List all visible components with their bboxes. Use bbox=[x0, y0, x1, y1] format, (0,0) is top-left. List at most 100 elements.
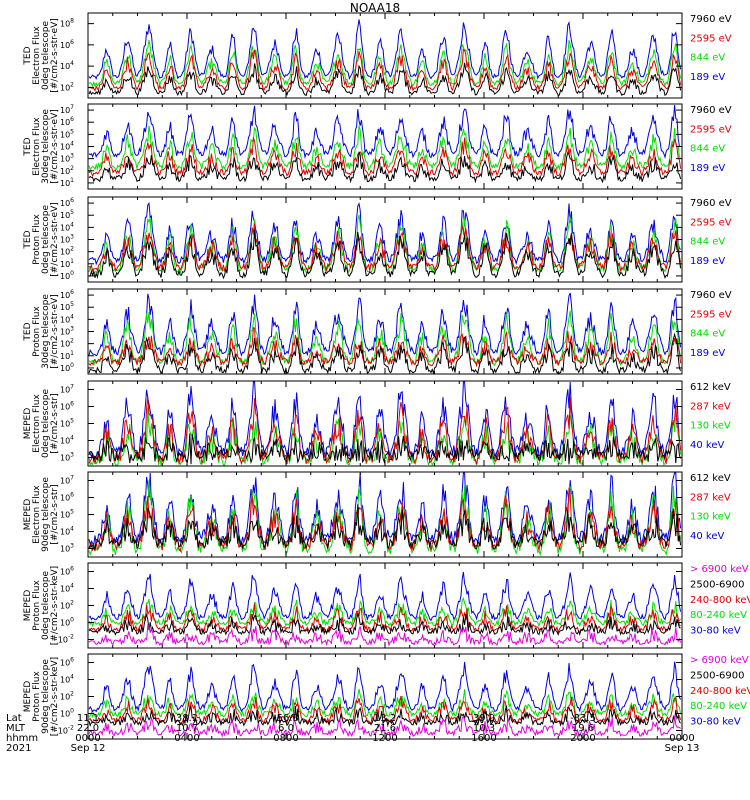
legend-entry: 189 eV bbox=[690, 348, 725, 359]
y-axis-label: [#/cm2-s-str-eV] bbox=[50, 294, 60, 369]
legend-entry: 30-80 keV bbox=[690, 717, 741, 728]
series-line-80-240-kev bbox=[88, 688, 682, 719]
y-tick-label: 101 bbox=[60, 177, 74, 188]
series-line-287-kev bbox=[88, 396, 682, 466]
legend-entry: 40 keV bbox=[690, 531, 724, 542]
y-axis-label: MEPED bbox=[23, 499, 33, 531]
y-tick-label: 104 bbox=[60, 435, 74, 446]
y-axis-label: MEPED bbox=[23, 590, 33, 622]
y-tick-label: 100 bbox=[60, 270, 74, 281]
y-axis-label: [#/cm2-s-str-eV] bbox=[50, 202, 60, 277]
y-tick-label: 100 bbox=[60, 708, 74, 719]
legend-entry: 612 keV bbox=[690, 382, 731, 393]
series-line-7960-ev bbox=[88, 332, 682, 375]
panel-frame bbox=[87, 12, 683, 99]
series-line-189-ev bbox=[88, 104, 681, 159]
x-axis-value: 1600 bbox=[471, 733, 496, 744]
y-tick-label: 104 bbox=[60, 583, 74, 594]
y-axis-label: 0deg telescope bbox=[41, 389, 51, 459]
series-line-80-240-kev bbox=[88, 597, 682, 628]
y-axis-label: 30deg telescope bbox=[41, 294, 51, 369]
y-tick-label: 105 bbox=[60, 301, 74, 312]
legend-entry: 2500-6900 bbox=[690, 579, 745, 590]
series-line-7960-ev bbox=[88, 151, 682, 184]
y-tick-label: 106 bbox=[60, 197, 74, 208]
y-axis-label: TED bbox=[23, 137, 33, 156]
y-tick-label: 100 bbox=[60, 362, 74, 373]
x-axis-row-label: Lat bbox=[6, 713, 22, 724]
series-line-30-80-kev bbox=[88, 661, 682, 713]
y-tick-label: 104 bbox=[60, 60, 74, 71]
series-line-844-ev bbox=[88, 125, 682, 172]
y-tick-label: 106 bbox=[60, 492, 74, 503]
legend-entry: 240-800 keV bbox=[690, 686, 750, 697]
y-tick-label: 107 bbox=[60, 475, 74, 486]
legend-entry: 130 keV bbox=[690, 421, 731, 432]
y-tick-label: 102 bbox=[60, 246, 74, 257]
series-line-2500-6900 bbox=[88, 704, 681, 728]
legend-entry: 130 keV bbox=[690, 512, 731, 523]
y-tick-label: 101 bbox=[60, 350, 74, 361]
series-line-612-kev bbox=[88, 504, 682, 552]
legend-entry: 844 eV bbox=[690, 237, 725, 248]
legend-entry: 189 eV bbox=[690, 72, 725, 83]
legend-entry: 844 eV bbox=[690, 144, 725, 155]
legend-entry: 844 eV bbox=[690, 53, 725, 64]
y-tick-label: 10-2 bbox=[58, 725, 74, 736]
series-line-30-80-kev bbox=[88, 571, 682, 622]
x-axis-value: 38.1 bbox=[176, 713, 198, 724]
legend-entry: > 6900 keV bbox=[690, 564, 749, 575]
y-tick-label: 104 bbox=[60, 141, 74, 152]
series-line--6900-kev bbox=[88, 715, 681, 738]
y-tick-label: 105 bbox=[60, 128, 74, 139]
legend-entry: 80-240 keV bbox=[690, 701, 747, 712]
y-tick-label: 104 bbox=[60, 221, 74, 232]
legend-entry: 7960 eV bbox=[690, 198, 732, 209]
y-tick-label: 106 bbox=[60, 289, 74, 300]
y-tick-label: 10-2 bbox=[58, 634, 74, 645]
x-axis-value: Sep 12 bbox=[71, 743, 106, 754]
x-axis-value: 0000 bbox=[75, 733, 100, 744]
legend-entry: 612 keV bbox=[690, 473, 731, 484]
y-axis-label: TED bbox=[23, 322, 33, 341]
x-axis-value: 1200 bbox=[372, 733, 397, 744]
series-line--6900-kev bbox=[88, 624, 682, 647]
y-tick-label: 106 bbox=[60, 657, 74, 668]
series-line-7960-ev bbox=[88, 229, 682, 280]
series-line-240-800-kev bbox=[88, 695, 682, 725]
legend-entry: 2595 eV bbox=[690, 217, 732, 228]
y-axis-label: 0deg telescope bbox=[41, 21, 51, 91]
y-tick-label: 105 bbox=[60, 418, 74, 429]
y-tick-label: 102 bbox=[60, 338, 74, 349]
y-axis-label: TED bbox=[23, 230, 33, 249]
x-axis-value: 11.1 bbox=[77, 713, 99, 724]
panel-frame bbox=[87, 471, 683, 558]
series-line-612-kev bbox=[88, 433, 682, 465]
y-tick-label: 102 bbox=[60, 691, 74, 702]
series-line-40-kev bbox=[88, 381, 682, 460]
y-tick-label: 107 bbox=[60, 104, 74, 115]
series-line-2595-ev bbox=[88, 48, 682, 92]
y-axis-label: [#/cm2-s-str-keV] bbox=[50, 657, 60, 736]
x-axis-value: -83.5 bbox=[570, 713, 596, 724]
y-axis-label: [#/cm2-s-str] bbox=[50, 393, 60, 453]
series-line-844-ev bbox=[88, 39, 682, 88]
y-axis-label: Electron Flux bbox=[32, 26, 42, 85]
x-axis-value: 39.9 bbox=[473, 713, 495, 724]
y-axis-label: 0deg telescope bbox=[41, 205, 51, 275]
y-axis-label: [#/cm2-s-str-keV] bbox=[50, 566, 60, 645]
series-line-189-ev bbox=[88, 201, 681, 266]
y-tick-label: 104 bbox=[60, 313, 74, 324]
legend-entry: 7960 eV bbox=[690, 290, 732, 301]
x-axis-value: 22.0 bbox=[77, 723, 99, 734]
y-tick-label: 106 bbox=[60, 566, 74, 577]
series-line-189-ev bbox=[88, 19, 682, 80]
y-tick-label: 106 bbox=[60, 116, 74, 127]
y-tick-label: 100 bbox=[60, 617, 74, 628]
x-axis-row-label: MLT bbox=[6, 723, 26, 734]
y-tick-label: 103 bbox=[60, 153, 74, 164]
y-axis-label: Proton Flux bbox=[32, 306, 42, 357]
y-tick-label: 103 bbox=[60, 543, 74, 554]
legend-entry: 7960 eV bbox=[690, 14, 732, 25]
